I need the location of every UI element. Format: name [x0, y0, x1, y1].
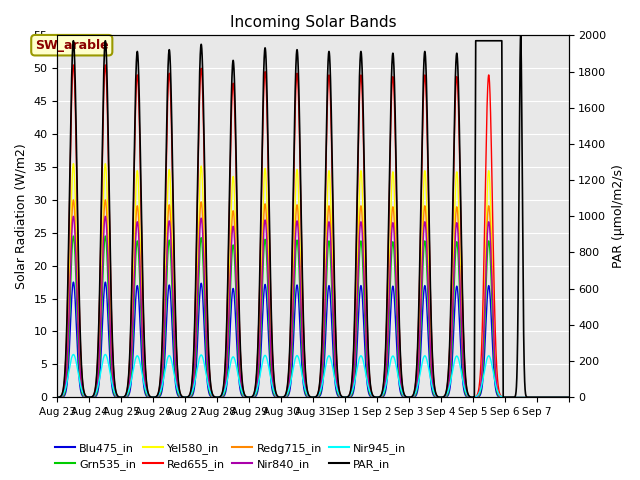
- Text: SW_arable: SW_arable: [35, 39, 109, 52]
- Y-axis label: PAR (μmol/m2/s): PAR (μmol/m2/s): [612, 164, 625, 268]
- Title: Incoming Solar Bands: Incoming Solar Bands: [230, 15, 396, 30]
- Legend: Blu475_in, Grn535_in, Yel580_in, Red655_in, Redg715_in, Nir840_in, Nir945_in, PA: Blu475_in, Grn535_in, Yel580_in, Red655_…: [51, 438, 411, 474]
- Y-axis label: Solar Radiation (W/m2): Solar Radiation (W/m2): [15, 144, 28, 289]
